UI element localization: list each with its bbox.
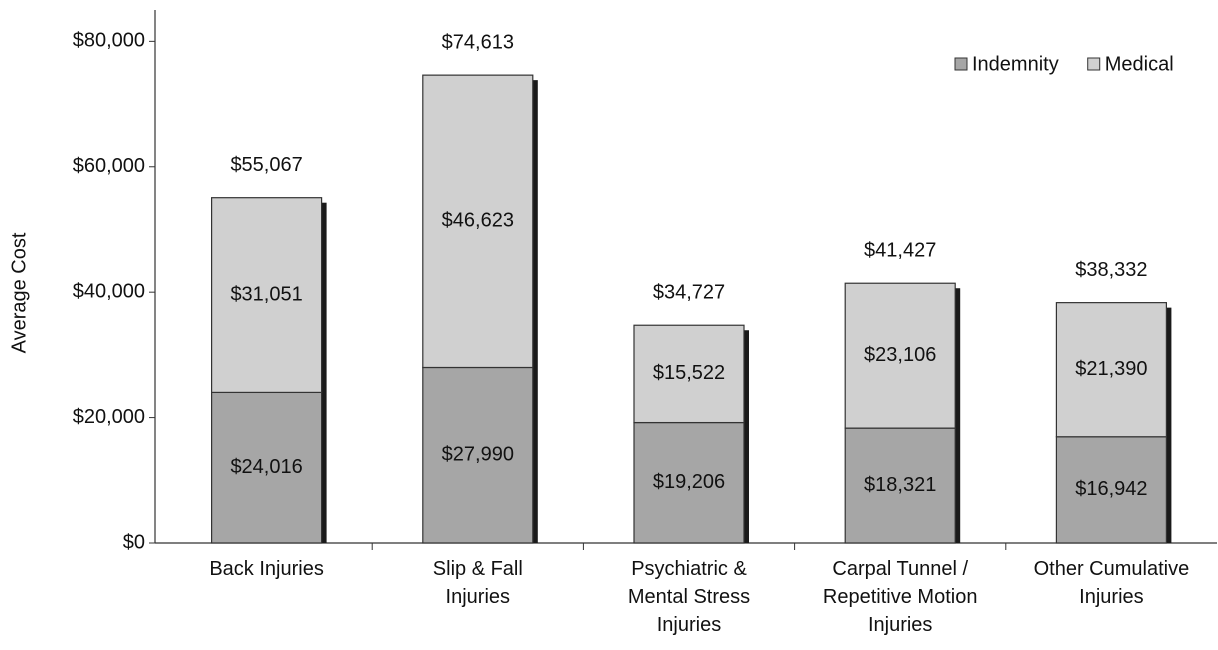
y-tick-label: $0 bbox=[123, 531, 145, 553]
data-label: $21,390 bbox=[1075, 358, 1147, 380]
data-label: $18,321 bbox=[864, 474, 936, 496]
bar-segment bbox=[844, 427, 956, 544]
x-tick-label: Carpal Tunnel / Repetitive Motion Injuries bbox=[823, 558, 978, 636]
legend-label: Medical bbox=[1105, 53, 1174, 75]
legend-label: Indemnity bbox=[972, 53, 1059, 75]
bar-segment bbox=[844, 282, 956, 429]
total-label: $55,067 bbox=[230, 154, 302, 176]
data-label: $23,106 bbox=[864, 344, 936, 366]
y-tick-label: $60,000 bbox=[73, 155, 145, 177]
x-tick-label: Other Cumulative Injuries bbox=[1034, 558, 1190, 608]
data-label: $19,206 bbox=[653, 471, 725, 493]
data-label: $16,942 bbox=[1075, 478, 1147, 500]
total-label: $38,332 bbox=[1075, 259, 1147, 281]
bar-segment bbox=[422, 366, 534, 544]
data-label: $15,522 bbox=[653, 362, 725, 384]
data-label: $27,990 bbox=[442, 444, 514, 466]
x-tick-label: Back Injuries bbox=[209, 558, 324, 580]
x-tick-label: Psychiatric & Mental Stress Injuries bbox=[628, 558, 750, 636]
data-label: $46,623 bbox=[442, 210, 514, 232]
data-label: $24,016 bbox=[230, 456, 302, 478]
total-label: $74,613 bbox=[442, 31, 514, 53]
bar-segment bbox=[633, 421, 745, 544]
bar-segment bbox=[1055, 302, 1168, 438]
y-tick-label: $40,000 bbox=[73, 280, 145, 302]
y-tick-label: $20,000 bbox=[73, 406, 145, 428]
x-tick-label: Slip & Fall Injuries bbox=[433, 558, 523, 608]
y-tick-label: $80,000 bbox=[73, 30, 145, 52]
legend-swatch bbox=[954, 57, 968, 71]
total-label: $41,427 bbox=[864, 240, 936, 262]
y-axis-label: Average Cost bbox=[8, 232, 30, 353]
bar-segment bbox=[1055, 436, 1168, 544]
bar-segment bbox=[633, 324, 745, 424]
bar-segment bbox=[422, 74, 534, 369]
total-label: $34,727 bbox=[653, 282, 725, 304]
bar-segment bbox=[211, 391, 323, 544]
legend-swatch bbox=[1087, 57, 1101, 71]
data-label: $31,051 bbox=[230, 283, 302, 305]
bar-segment bbox=[211, 197, 323, 394]
